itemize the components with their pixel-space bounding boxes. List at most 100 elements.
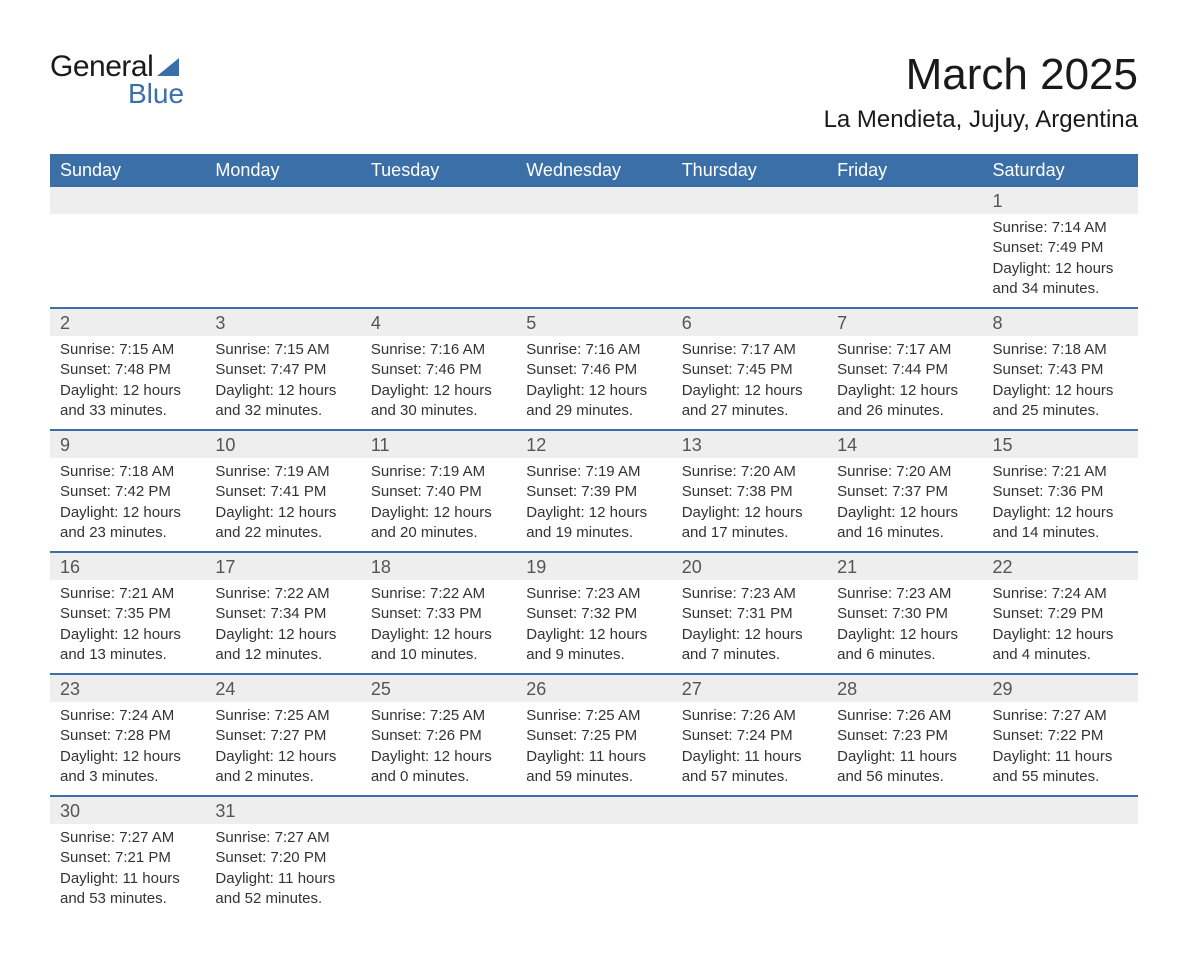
sunrise-text: Sunrise: 7:23 AM <box>526 584 661 604</box>
day-content-empty <box>50 214 205 284</box>
daylight-text-line2: and 7 minutes. <box>682 645 817 665</box>
daylight-text-line2: and 6 minutes. <box>837 645 972 665</box>
calendar-table: Sunday Monday Tuesday Wednesday Thursday… <box>50 154 1138 917</box>
daylight-text-line2: and 22 minutes. <box>215 523 350 543</box>
day-content: Sunrise: 7:20 AMSunset: 7:37 PMDaylight:… <box>827 458 982 551</box>
day-number-empty <box>50 187 205 214</box>
day-content: Sunrise: 7:26 AMSunset: 7:23 PMDaylight:… <box>827 702 982 795</box>
day-content: Sunrise: 7:24 AMSunset: 7:29 PMDaylight:… <box>983 580 1138 673</box>
day-content: Sunrise: 7:21 AMSunset: 7:36 PMDaylight:… <box>983 458 1138 551</box>
weekday-header: Saturday <box>983 154 1138 187</box>
day-content: Sunrise: 7:16 AMSunset: 7:46 PMDaylight:… <box>361 336 516 429</box>
day-content: Sunrise: 7:23 AMSunset: 7:32 PMDaylight:… <box>516 580 671 673</box>
calendar-week-row: 9Sunrise: 7:18 AMSunset: 7:42 PMDaylight… <box>50 430 1138 552</box>
calendar-week-row: 23Sunrise: 7:24 AMSunset: 7:28 PMDayligh… <box>50 674 1138 796</box>
day-number: 19 <box>516 553 671 580</box>
daylight-text-line1: Daylight: 11 hours <box>526 747 661 767</box>
daylight-text-line2: and 14 minutes. <box>993 523 1128 543</box>
day-number: 23 <box>50 675 205 702</box>
daylight-text-line1: Daylight: 11 hours <box>837 747 972 767</box>
calendar-week-row: 16Sunrise: 7:21 AMSunset: 7:35 PMDayligh… <box>50 552 1138 674</box>
daylight-text-line1: Daylight: 12 hours <box>60 381 195 401</box>
sunrise-text: Sunrise: 7:18 AM <box>60 462 195 482</box>
calendar-day-cell: 13Sunrise: 7:20 AMSunset: 7:38 PMDayligh… <box>672 430 827 552</box>
calendar-day-cell: 10Sunrise: 7:19 AMSunset: 7:41 PMDayligh… <box>205 430 360 552</box>
daylight-text-line1: Daylight: 12 hours <box>215 381 350 401</box>
daylight-text-line1: Daylight: 12 hours <box>993 259 1128 279</box>
calendar-day-cell: 15Sunrise: 7:21 AMSunset: 7:36 PMDayligh… <box>983 430 1138 552</box>
daylight-text-line1: Daylight: 12 hours <box>60 747 195 767</box>
daylight-text-line1: Daylight: 12 hours <box>993 625 1128 645</box>
calendar-day-cell <box>516 187 671 308</box>
calendar-day-cell: 25Sunrise: 7:25 AMSunset: 7:26 PMDayligh… <box>361 674 516 796</box>
sunrise-text: Sunrise: 7:22 AM <box>371 584 506 604</box>
sunrise-text: Sunrise: 7:27 AM <box>215 828 350 848</box>
sunrise-text: Sunrise: 7:15 AM <box>215 340 350 360</box>
calendar-day-cell <box>50 187 205 308</box>
day-number: 20 <box>672 553 827 580</box>
calendar-day-cell: 4Sunrise: 7:16 AMSunset: 7:46 PMDaylight… <box>361 308 516 430</box>
sunrise-text: Sunrise: 7:16 AM <box>371 340 506 360</box>
sunset-text: Sunset: 7:38 PM <box>682 482 817 502</box>
day-content: Sunrise: 7:21 AMSunset: 7:35 PMDaylight:… <box>50 580 205 673</box>
day-number: 31 <box>205 797 360 824</box>
sunset-text: Sunset: 7:42 PM <box>60 482 195 502</box>
daylight-text-line2: and 2 minutes. <box>215 767 350 787</box>
day-content-empty <box>361 824 516 894</box>
sunrise-text: Sunrise: 7:24 AM <box>60 706 195 726</box>
daylight-text-line2: and 56 minutes. <box>837 767 972 787</box>
day-content-empty <box>361 214 516 284</box>
weekday-header: Friday <box>827 154 982 187</box>
day-number-empty <box>827 797 982 824</box>
calendar-day-cell: 5Sunrise: 7:16 AMSunset: 7:46 PMDaylight… <box>516 308 671 430</box>
daylight-text-line1: Daylight: 12 hours <box>526 625 661 645</box>
daylight-text-line2: and 0 minutes. <box>371 767 506 787</box>
calendar-day-cell <box>827 187 982 308</box>
sunset-text: Sunset: 7:21 PM <box>60 848 195 868</box>
day-content: Sunrise: 7:27 AMSunset: 7:22 PMDaylight:… <box>983 702 1138 795</box>
daylight-text-line2: and 34 minutes. <box>993 279 1128 299</box>
day-number: 16 <box>50 553 205 580</box>
daylight-text-line2: and 23 minutes. <box>60 523 195 543</box>
sunset-text: Sunset: 7:43 PM <box>993 360 1128 380</box>
sunrise-text: Sunrise: 7:14 AM <box>993 218 1128 238</box>
sunrise-text: Sunrise: 7:26 AM <box>682 706 817 726</box>
daylight-text-line1: Daylight: 12 hours <box>526 381 661 401</box>
daylight-text-line2: and 53 minutes. <box>60 889 195 909</box>
calendar-day-cell: 30Sunrise: 7:27 AMSunset: 7:21 PMDayligh… <box>50 796 205 917</box>
calendar-day-cell: 2Sunrise: 7:15 AMSunset: 7:48 PMDaylight… <box>50 308 205 430</box>
day-content: Sunrise: 7:19 AMSunset: 7:39 PMDaylight:… <box>516 458 671 551</box>
sunset-text: Sunset: 7:30 PM <box>837 604 972 624</box>
sunset-text: Sunset: 7:34 PM <box>215 604 350 624</box>
sunset-text: Sunset: 7:49 PM <box>993 238 1128 258</box>
sunrise-text: Sunrise: 7:17 AM <box>682 340 817 360</box>
daylight-text-line1: Daylight: 12 hours <box>993 503 1128 523</box>
day-number: 30 <box>50 797 205 824</box>
day-content: Sunrise: 7:19 AMSunset: 7:41 PMDaylight:… <box>205 458 360 551</box>
day-content: Sunrise: 7:23 AMSunset: 7:30 PMDaylight:… <box>827 580 982 673</box>
daylight-text-line2: and 32 minutes. <box>215 401 350 421</box>
day-number-empty <box>205 187 360 214</box>
sunset-text: Sunset: 7:29 PM <box>993 604 1128 624</box>
calendar-day-cell <box>827 796 982 917</box>
day-content: Sunrise: 7:16 AMSunset: 7:46 PMDaylight:… <box>516 336 671 429</box>
calendar-day-cell <box>361 187 516 308</box>
calendar-day-cell <box>516 796 671 917</box>
day-number: 15 <box>983 431 1138 458</box>
daylight-text-line2: and 55 minutes. <box>993 767 1128 787</box>
daylight-text-line2: and 9 minutes. <box>526 645 661 665</box>
daylight-text-line2: and 3 minutes. <box>60 767 195 787</box>
day-number: 12 <box>516 431 671 458</box>
calendar-day-cell: 29Sunrise: 7:27 AMSunset: 7:22 PMDayligh… <box>983 674 1138 796</box>
day-content: Sunrise: 7:25 AMSunset: 7:26 PMDaylight:… <box>361 702 516 795</box>
daylight-text-line1: Daylight: 12 hours <box>371 503 506 523</box>
day-content: Sunrise: 7:23 AMSunset: 7:31 PMDaylight:… <box>672 580 827 673</box>
day-content: Sunrise: 7:15 AMSunset: 7:48 PMDaylight:… <box>50 336 205 429</box>
sunrise-text: Sunrise: 7:21 AM <box>60 584 195 604</box>
daylight-text-line2: and 59 minutes. <box>526 767 661 787</box>
day-number: 26 <box>516 675 671 702</box>
sunset-text: Sunset: 7:47 PM <box>215 360 350 380</box>
day-content-empty <box>516 824 671 894</box>
calendar-day-cell <box>672 796 827 917</box>
daylight-text-line2: and 13 minutes. <box>60 645 195 665</box>
